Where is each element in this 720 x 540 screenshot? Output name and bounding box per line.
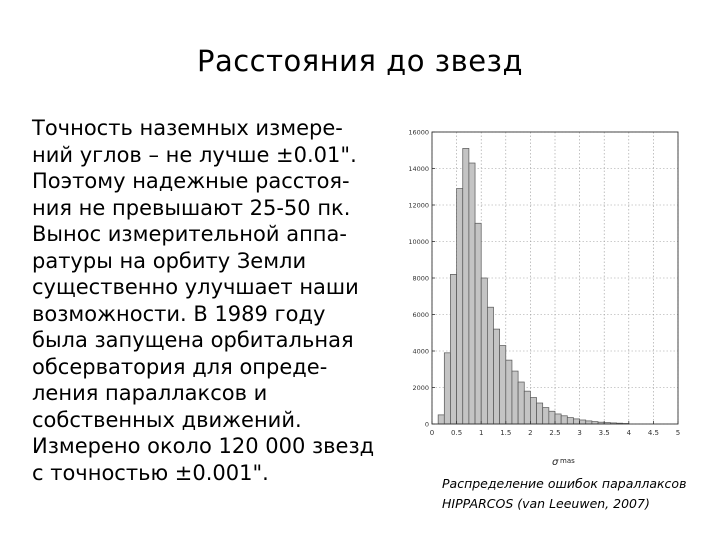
histogram-bar	[585, 420, 593, 425]
x-tick-label: 2	[528, 429, 532, 437]
y-tick-label: 12000	[408, 202, 429, 210]
histogram-bar	[462, 148, 470, 425]
x-axis-label-unit: mas	[560, 457, 575, 465]
y-tick-label: 14000	[408, 165, 429, 173]
y-tick-label: 6000	[412, 311, 429, 319]
histogram-bar	[530, 397, 537, 425]
histogram-bar	[474, 222, 482, 425]
histogram-bar	[450, 274, 457, 425]
x-tick-label: 2.5	[549, 429, 560, 437]
y-tick-label: 16000	[408, 129, 429, 137]
chart-x-ticks: 0 0.5 1 1.5 2 2.5 3 3.5 4 4.5 5	[430, 421, 680, 437]
y-tick-label: 0	[425, 421, 429, 429]
slide-title: Расстояния до звезд	[196, 44, 524, 78]
histogram-bar	[542, 407, 550, 425]
histogram-bar	[499, 345, 507, 425]
x-tick-label: 1.5	[500, 429, 511, 437]
histogram-bar	[566, 417, 574, 425]
histogram-bar	[536, 402, 544, 425]
histogram-bar	[560, 415, 568, 425]
chart-caption: Распределение ошибок параллаксов HIPPARC…	[442, 474, 702, 514]
histogram-bar	[548, 410, 556, 425]
x-tick-label: 0	[430, 429, 434, 437]
histogram-bar	[523, 390, 531, 425]
histogram-bar	[573, 418, 580, 425]
histogram-bar	[511, 370, 519, 425]
x-tick-label: 3	[577, 429, 581, 437]
histogram-bar	[517, 381, 525, 425]
chart-bars	[437, 148, 630, 425]
histogram-bar	[579, 419, 587, 425]
chart-y-ticks: 0 2000 4000 6000 8000 10000 12000 14000 16000	[408, 129, 435, 429]
histogram-bar	[443, 352, 451, 425]
x-tick-label: 0.5	[451, 429, 462, 437]
histogram-bar	[493, 328, 501, 425]
x-tick-label: 1	[479, 429, 483, 437]
caption-line-1: Распределение ошибок параллаксов	[442, 476, 687, 491]
caption-line-2: HIPPARCOS (van Leeuwen, 2007)	[442, 496, 650, 511]
histogram-bar	[456, 188, 464, 425]
body-text: Точность наземных измере- ний углов – не…	[32, 116, 375, 485]
histogram-bar	[505, 359, 513, 425]
x-tick-label: 4	[627, 429, 632, 437]
histogram-bar	[437, 414, 445, 425]
histogram-bar	[486, 306, 494, 425]
x-tick-label: 4.5	[648, 429, 659, 437]
y-tick-label: 8000	[412, 275, 429, 283]
y-tick-label: 10000	[408, 238, 429, 246]
histogram-bar	[554, 413, 562, 425]
histogram-bar	[480, 277, 488, 425]
histogram-bar	[468, 162, 476, 425]
x-tick-label: 5	[676, 429, 680, 437]
y-tick-label: 2000	[412, 384, 429, 392]
x-axis-label-symbol: σ	[552, 457, 559, 468]
x-tick-label: 3.5	[599, 429, 610, 437]
y-tick-label: 4000	[412, 348, 429, 356]
